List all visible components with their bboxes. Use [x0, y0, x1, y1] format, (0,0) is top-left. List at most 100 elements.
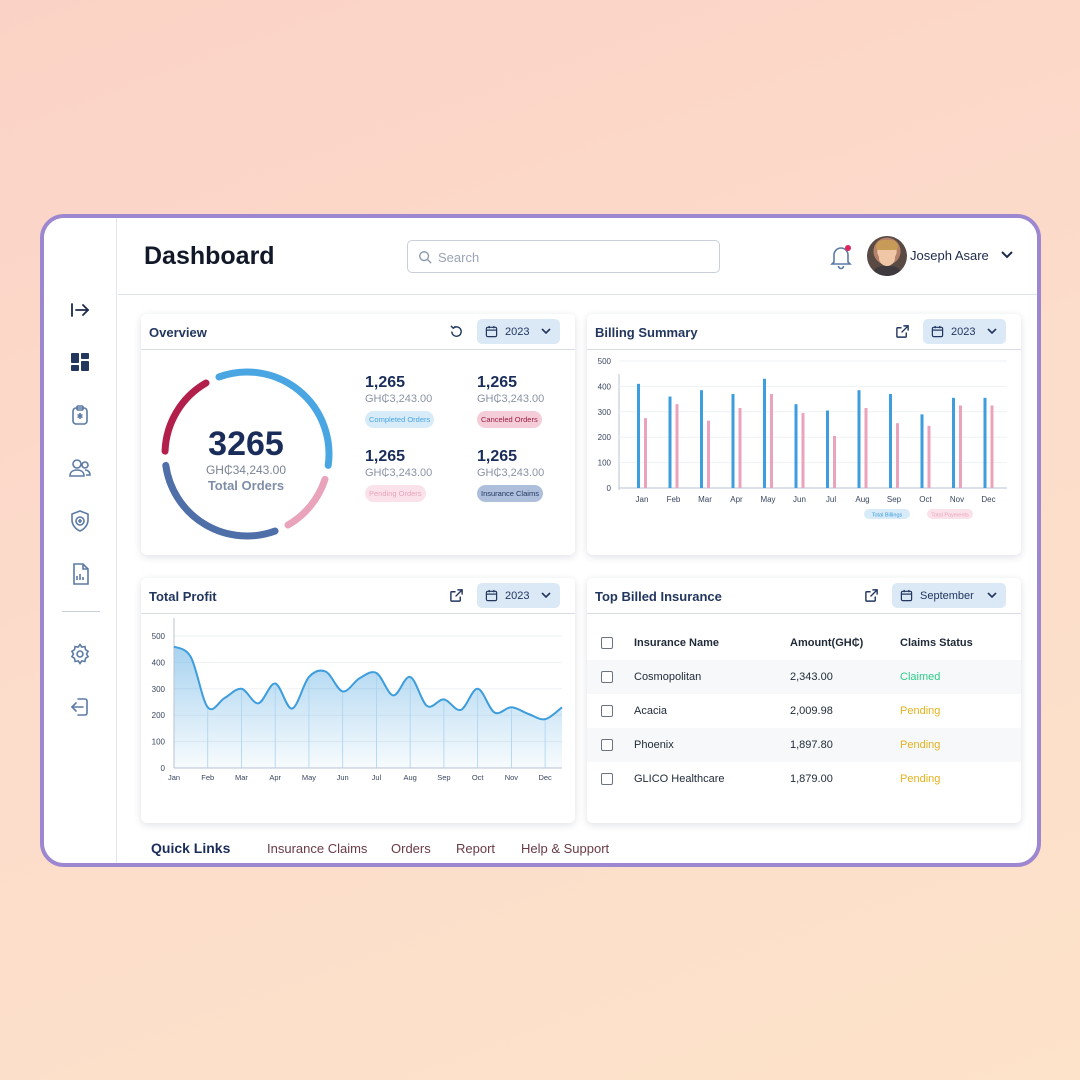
chevron-down-icon [987, 592, 997, 599]
x-tick-label: Dec [538, 773, 552, 782]
bar-total-billings [763, 378, 766, 488]
refresh-icon[interactable] [449, 324, 464, 339]
bar-total-payments [801, 413, 805, 488]
search-input[interactable] [438, 247, 708, 267]
insurance-amount: 1,879.00 [790, 773, 833, 785]
x-tick-label: Apr [730, 495, 743, 504]
insurance-month-select[interactable]: September [892, 583, 1006, 608]
x-tick-label: Jan [168, 773, 180, 782]
bar-total-billings [889, 394, 892, 488]
select-all-checkbox[interactable] [601, 637, 613, 649]
x-tick-label: Jul [826, 495, 836, 504]
stat-amount: GH₵3,243.00 [477, 393, 545, 405]
logout-icon[interactable] [68, 695, 92, 719]
shield-plus-icon[interactable] [68, 509, 92, 533]
y-tick-label: 500 [152, 632, 166, 641]
x-tick-label: Aug [855, 495, 869, 504]
row-checkbox[interactable] [601, 671, 613, 683]
stat-pending: 1,265 GH₵3,243.00 Pending Orders [365, 448, 465, 502]
quick-link-orders[interactable]: Orders [391, 841, 431, 856]
billing-summary-card: Billing Summary 2023 0 100 200 300 400 500 Jan… [587, 314, 1021, 555]
calendar-icon [485, 589, 498, 602]
status-badge: Pending Orders [365, 485, 426, 502]
overview-card: Overview 2023 3265 GH₵34,243.00 Total Or… [141, 314, 575, 555]
legend-label: Total Payments [931, 513, 969, 519]
y-tick-label: 200 [152, 711, 166, 720]
bar-total-payments [707, 420, 710, 488]
settings-icon[interactable] [68, 642, 92, 666]
search-icon [419, 251, 432, 264]
row-checkbox[interactable] [601, 739, 613, 751]
total-orders-amount: GH₵34,243.00 [205, 463, 287, 477]
bar-total-payments [959, 405, 962, 488]
x-tick-label: Apr [269, 773, 281, 782]
insurance-month: September [920, 590, 974, 602]
x-tick-label: Feb [667, 495, 681, 504]
quick-link-insurance-claims[interactable]: Insurance Claims [267, 841, 368, 856]
billing-year-select[interactable]: 2023 [923, 319, 1006, 344]
bar-total-billings [731, 394, 735, 488]
page-title: Dashboard [144, 242, 275, 270]
external-link-icon[interactable] [864, 588, 879, 603]
sidebar-divider [62, 611, 100, 612]
claim-status: Pending [900, 773, 941, 785]
column-header: Insurance Name [634, 637, 719, 649]
bar-total-billings [857, 390, 861, 488]
x-tick-label: Sep [887, 495, 902, 504]
legend-badge [927, 509, 973, 519]
billing-year: 2023 [951, 326, 976, 338]
bell-icon[interactable] [829, 244, 853, 270]
x-tick-label: May [302, 773, 316, 782]
stat-value: 1,265 [477, 448, 518, 465]
table-row: Phoenix 1,897.80 Pending [587, 728, 1021, 762]
insurance-amount: 1,897.80 [790, 739, 833, 751]
avatar[interactable] [867, 236, 907, 276]
y-tick-label: 500 [598, 357, 612, 366]
row-checkbox[interactable] [601, 705, 613, 717]
quick-link-help-support[interactable]: Help & Support [521, 841, 610, 856]
table-row: Acacia 2,009.98 Pending [587, 694, 1021, 728]
overview-year-select[interactable]: 2023 [477, 319, 560, 344]
clipboard-medical-icon[interactable] [68, 403, 92, 427]
column-header: Amount(GH₵) [790, 637, 864, 649]
profit-line [173, 645, 563, 721]
external-link-icon[interactable] [449, 588, 464, 603]
external-link-icon[interactable] [895, 324, 910, 339]
x-tick-label: Dec [981, 495, 995, 504]
bar-total-billings [826, 410, 829, 488]
donut-segment-completed [215, 368, 333, 469]
profit-year-select[interactable]: 2023 [477, 583, 560, 608]
top-billed-insurance-card: Top Billed Insurance September Insurance… [587, 578, 1021, 823]
x-tick-label: Oct [919, 495, 932, 504]
dashboard-icon[interactable] [68, 350, 92, 374]
insurance-amount: 2,343.00 [790, 671, 833, 683]
search-box[interactable] [407, 240, 720, 273]
stat-value: 1,265 [365, 448, 406, 465]
legend-badge [864, 509, 910, 519]
calendar-icon [900, 589, 913, 602]
bar-total-billings [668, 396, 672, 488]
y-tick-label: 400 [598, 382, 612, 391]
billing-title: Billing Summary [595, 325, 698, 340]
chevron-down-icon[interactable] [1000, 250, 1014, 260]
table-row: Cosmopolitan 2,343.00 Claimed [587, 660, 1021, 694]
profit-title: Total Profit [149, 589, 217, 604]
report-icon[interactable] [68, 562, 92, 586]
x-tick-label: Jun [337, 773, 349, 782]
bar-total-billings [637, 383, 640, 488]
y-tick-label: 300 [598, 408, 612, 417]
users-icon[interactable] [68, 456, 92, 480]
column-header: Claims Status [900, 637, 973, 649]
expand-sidebar-icon[interactable] [68, 298, 92, 322]
stat-canceled: 1,265 GH₵3,243.00 Canceled Orders [477, 374, 577, 428]
y-tick-label: 100 [598, 459, 612, 468]
status-badge: Canceled Orders [477, 411, 542, 428]
x-tick-label: Sep [437, 773, 450, 782]
claim-status: Claimed [900, 671, 941, 683]
profit-area-chart: 0 100 200 300 400 500 Jan Feb Mar Apr May Jun Jul Aug… [152, 618, 563, 782]
donut-segment-insurance [162, 461, 279, 540]
row-checkbox[interactable] [601, 773, 613, 785]
app-window: Dashboard Joseph Asare Overview 2023 [40, 214, 1041, 867]
user-name[interactable]: Joseph Asare [910, 248, 989, 263]
quick-link-report[interactable]: Report [456, 841, 496, 856]
